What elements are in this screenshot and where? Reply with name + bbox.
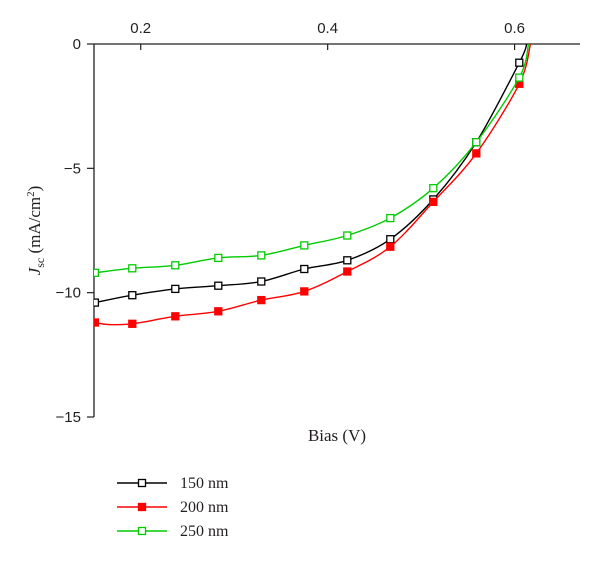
data-point — [386, 213, 395, 223]
series-200-nm — [94, 44, 532, 328]
series-line — [94, 44, 530, 274]
series-line — [94, 44, 532, 326]
data-point — [214, 253, 223, 263]
data-point — [257, 295, 266, 305]
y-axis-units-close: ) — [25, 186, 44, 192]
legend-item: 150 nm — [117, 475, 229, 492]
legend-marker — [137, 502, 147, 512]
data-point — [343, 231, 352, 240]
legend: 150 nm 200 nm 250 nm — [117, 475, 229, 540]
data-point — [429, 184, 438, 193]
data-point — [472, 149, 481, 158]
data-point — [343, 256, 352, 265]
data-point — [171, 261, 180, 270]
legend-label: 250 nm — [180, 523, 229, 540]
legend-marker — [137, 478, 147, 488]
x-axis-title: Bias (V) — [308, 426, 366, 445]
data-point — [386, 242, 395, 251]
data-point — [386, 235, 395, 244]
y-axis-units: (mA/cm — [25, 197, 44, 258]
axes: 0.2 0.4 0.6 0 −5 −10 −15 — [56, 20, 580, 426]
legend-label: 200 nm — [180, 499, 229, 516]
data-point — [128, 264, 137, 273]
data-point — [257, 251, 266, 260]
legend-item: 250 nm — [117, 523, 229, 540]
data-point — [171, 284, 180, 294]
data-point — [472, 138, 481, 147]
data-point — [429, 197, 438, 207]
data-point — [171, 312, 180, 321]
data-point — [343, 267, 352, 276]
legend-item: 200 nm — [117, 499, 229, 516]
data-point — [515, 73, 524, 82]
data-point — [94, 298, 100, 307]
x-tick-label: 0.4 — [317, 20, 338, 37]
y-axis-title: Jsc (mA/cm2) — [25, 186, 47, 276]
data-point — [128, 291, 137, 300]
y-tick-label: −5 — [64, 160, 81, 177]
legend-marker — [137, 526, 147, 536]
legend-label: 150 nm — [180, 475, 229, 492]
data-point — [300, 287, 309, 296]
series-layer — [94, 44, 532, 328]
y-tick-label: −10 — [56, 285, 81, 302]
data-point — [300, 241, 309, 250]
series-250-nm — [94, 44, 530, 277]
y-axis-symbol: J — [25, 266, 44, 275]
data-point — [94, 318, 100, 327]
y-tick-label: −15 — [56, 409, 81, 426]
series-line — [94, 44, 528, 304]
data-point — [257, 277, 266, 286]
data-point — [515, 58, 524, 67]
data-point — [214, 281, 223, 290]
data-point — [214, 307, 223, 316]
y-tick-label: 0 — [73, 36, 81, 53]
data-point — [128, 319, 137, 328]
data-point — [300, 264, 309, 274]
x-tick-label: 0.6 — [504, 20, 525, 37]
x-tick-label: 0.2 — [130, 20, 151, 37]
y-axis-subscript: sc — [33, 258, 47, 268]
y-axis-units-superscript: 2 — [25, 191, 37, 197]
data-point — [94, 268, 100, 277]
